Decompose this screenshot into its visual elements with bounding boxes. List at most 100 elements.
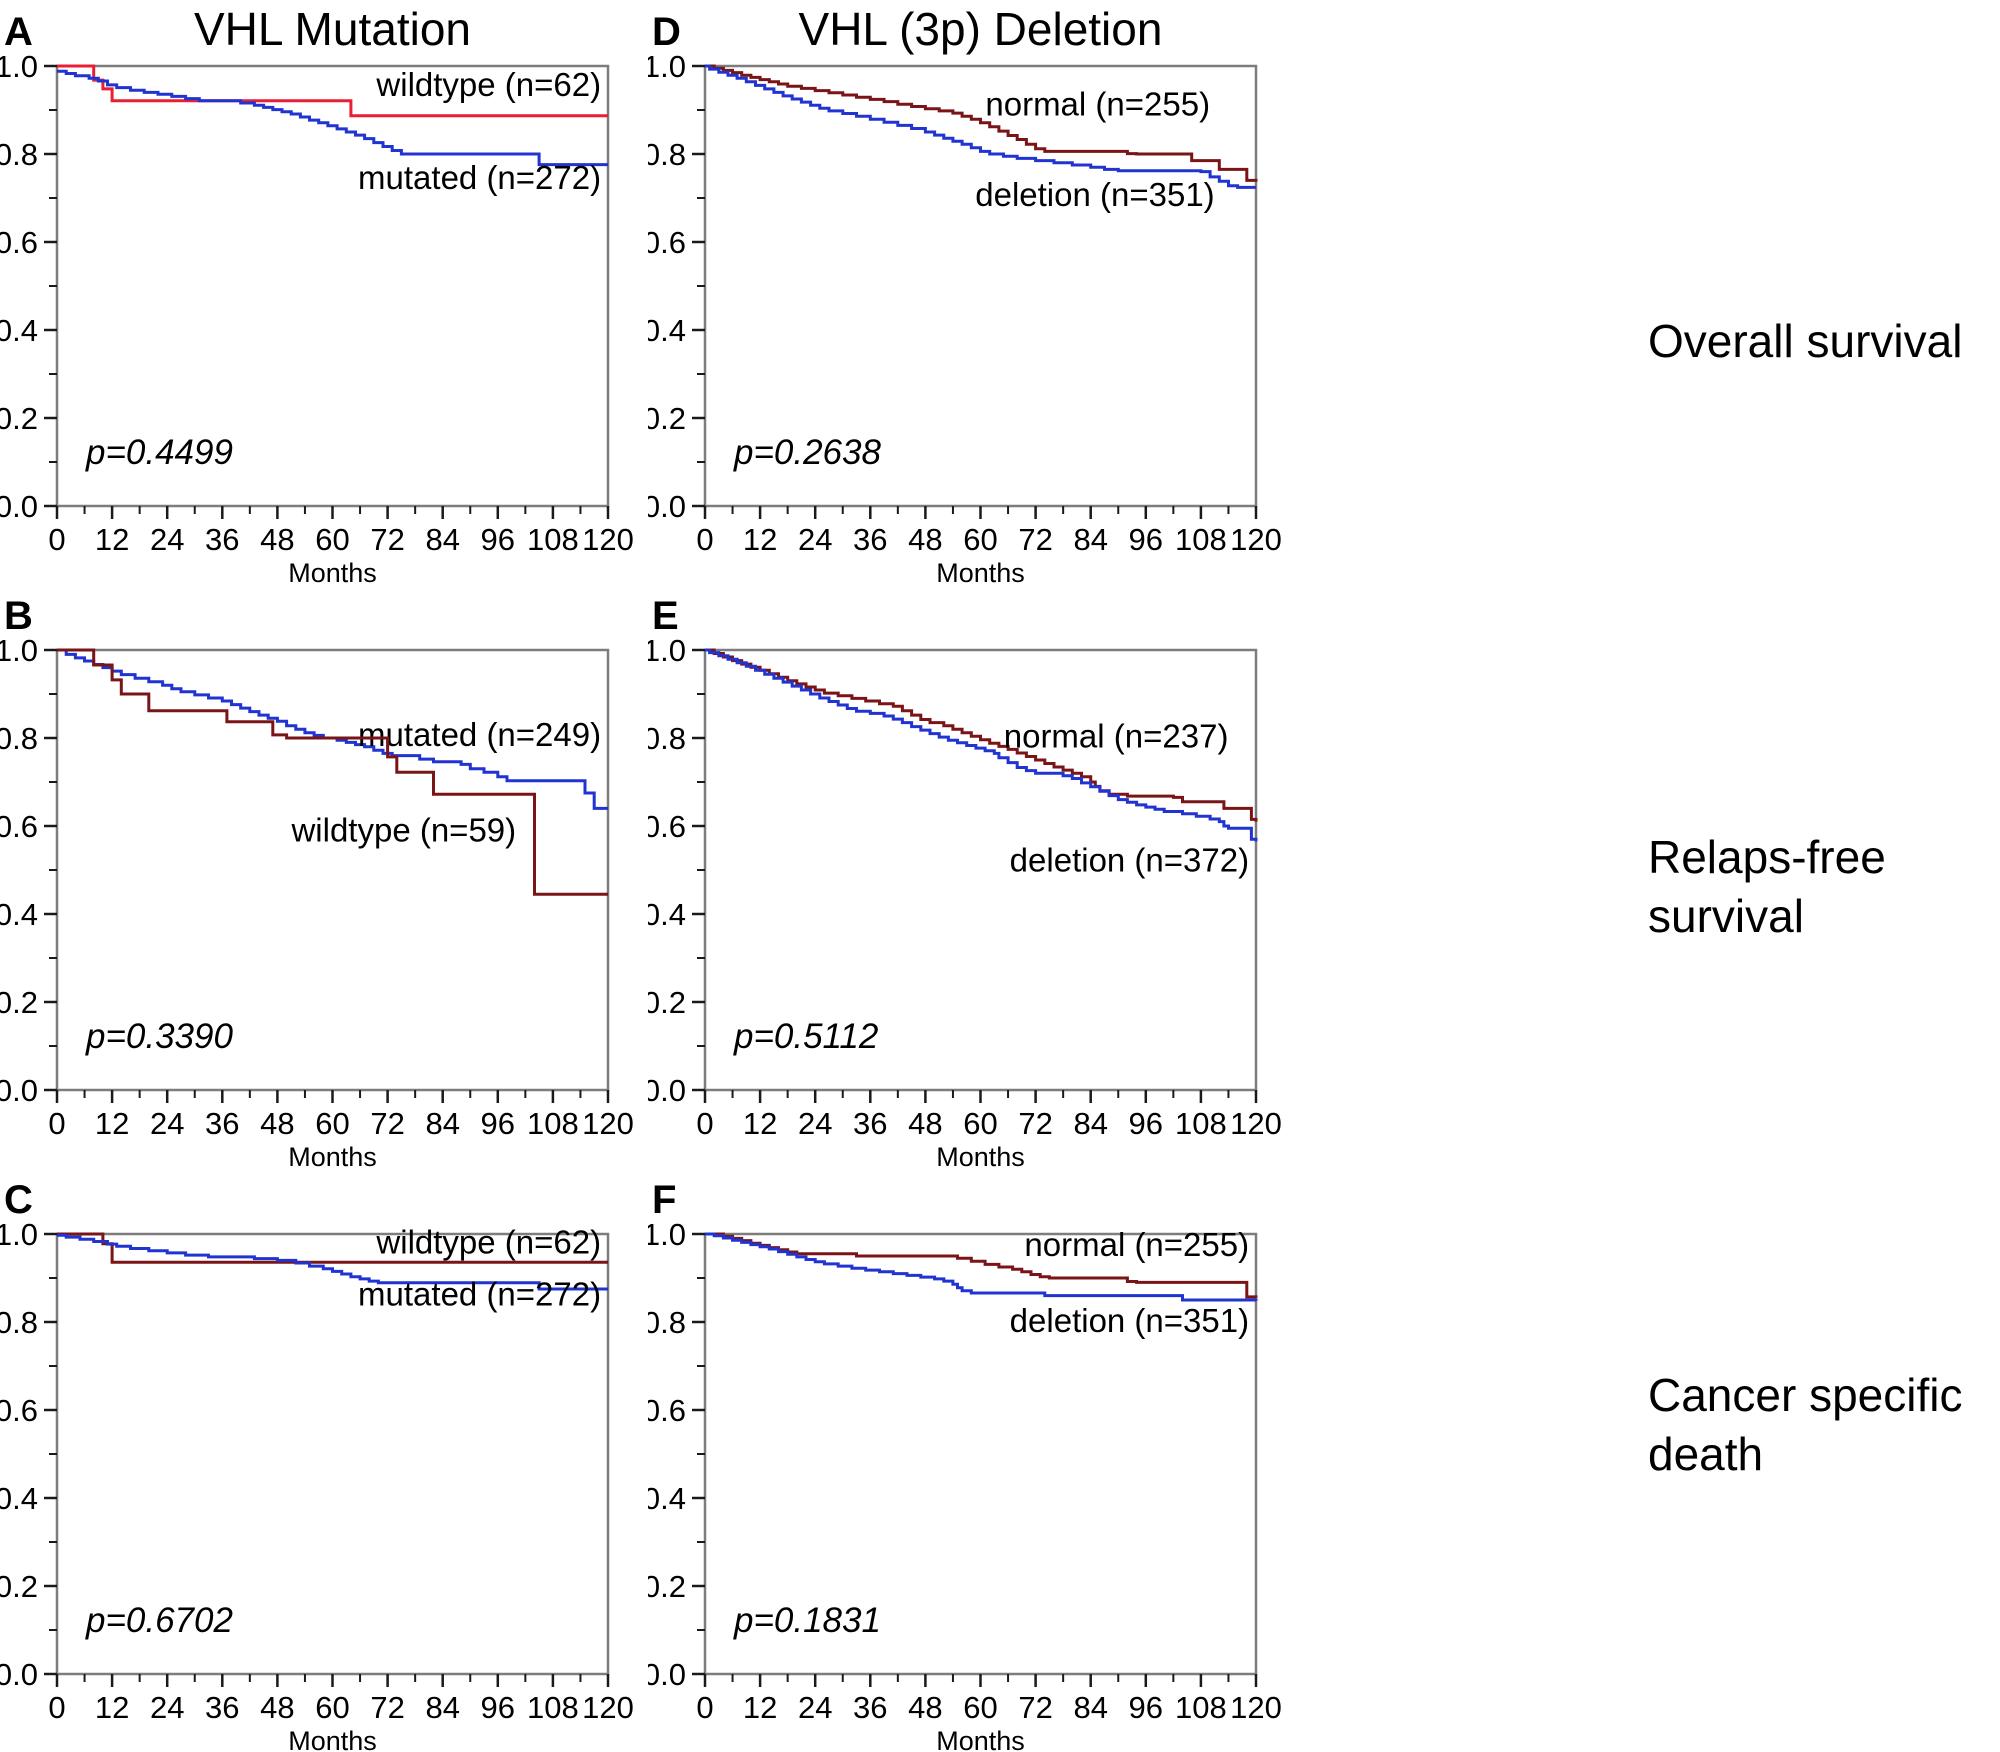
x-tick-label: 96 [1129,522,1163,557]
curve-label-deletion: deletion (n=372) [1010,841,1249,878]
x-tick-label: 72 [370,1690,404,1725]
x-tick-label: 96 [481,522,515,557]
y-tick-label: 0.6 [0,809,38,844]
x-tick-label: 60 [315,1106,349,1141]
x-tick-label: 36 [205,522,239,557]
x-tick-label: 12 [743,522,777,557]
x-tick-label: 24 [150,1690,184,1725]
y-tick-label: 0.0 [0,489,38,524]
km-curve-mutated [57,69,608,167]
y-tick-label: 0.6 [648,809,686,844]
y-tick-label: 0.6 [0,1393,38,1428]
x-tick-label: 24 [150,522,184,557]
x-tick-label: 72 [370,1106,404,1141]
km-plot-e: 0.0 0.2 0.4 0.6 0.8 1.0 0 12 24 36 48 60 72 84 96 108 12… [648,633,1282,1168]
x-tick-label: 24 [150,1106,184,1141]
row-label-cancer-specific-death: Cancer specific death [1648,1369,1963,1480]
curve-label-mutated: mutated (n=272) [358,159,601,196]
y-tick-label: 1.0 [648,633,686,668]
km-plot-d: 0.0 0.2 0.4 0.6 0.8 1.0 0 12 24 36 48 60 72 84 96 108 12… [648,49,1282,584]
panel-title-vhl-3p-deletion: VHL (3p) Deletion [798,3,1163,55]
x-tick-label: 84 [425,522,459,557]
x-tick-label: 60 [963,522,997,557]
x-tick-label: 108 [527,1106,579,1141]
p-value-label: p=0.3390 [85,1017,233,1056]
km-plot-f: 0.0 0.2 0.4 0.6 0.8 1.0 0 12 24 36 48 60 72 84 96 108 12… [648,1217,1282,1752]
x-tick-label: 120 [582,522,634,557]
x-tick-label: 60 [315,522,349,557]
x-tick-label: 24 [798,1690,832,1725]
x-tick-label: 48 [908,522,942,557]
curve-label-deletion: deletion (n=351) [975,176,1214,213]
x-tick-label: 60 [963,1106,997,1141]
x-tick-label: 108 [1175,1690,1227,1725]
x-tick-label: 120 [582,1106,634,1141]
panel-a: A VHL Mutation 0.0 0.2 0.4 0.6 0.8 1.0 0 12 24 36… [0,0,660,584]
x-tick-label: 84 [1073,522,1107,557]
x-tick-label: 24 [798,1106,832,1141]
x-tick-label: 108 [527,522,579,557]
panel-d: D VHL (3p) Deletion 0.0 0.2 0.4 0.6 0.8 1.0 0 1… [648,0,1308,584]
x-tick-label: 84 [425,1690,459,1725]
curve-label-deletion: deletion (n=351) [1010,1302,1249,1339]
x-tick-label: 96 [1129,1690,1163,1725]
y-tick-label: 0.2 [648,1569,686,1604]
x-tick-label: 48 [260,1690,294,1725]
y-tick-label: 0.6 [648,225,686,260]
x-tick-label: 72 [1018,1106,1052,1141]
y-tick-label: 1.0 [0,49,38,84]
x-tick-label: 12 [95,522,129,557]
x-tick-label: 12 [95,1690,129,1725]
p-value-label: p=0.6702 [85,1601,233,1640]
x-tick-label: 12 [95,1106,129,1141]
row-label-relapse-free-survival: Relaps-free survival [1648,831,1886,942]
x-tick-label: 36 [853,1690,887,1725]
panel-letter-b: B [4,594,33,638]
km-curve-deletion [705,648,1258,842]
km-plot-b: 0.0 0.2 0.4 0.6 0.8 1.0 0 12 24 36 48 60 72 84 96 108 12… [0,633,634,1168]
x-tick-label: 36 [853,1106,887,1141]
y-tick-label: 0.8 [648,1305,686,1340]
y-tick-label: 0.0 [648,1657,686,1692]
x-tick-label: 96 [481,1106,515,1141]
p-value-label: p=0.2638 [733,433,881,472]
y-tick-label: 0.4 [0,897,38,932]
x-axis-title: Months [936,1142,1025,1168]
x-tick-label: 96 [481,1690,515,1725]
y-tick-label: 0.4 [648,313,686,348]
p-value-label: p=0.5112 [733,1017,878,1056]
y-tick-label: 0.2 [0,1569,38,1604]
x-tick-label: 108 [1175,522,1227,557]
y-tick-label: 1.0 [0,633,38,668]
panel-letter-a: A [4,10,33,54]
p-value-label: p=0.4499 [85,433,233,472]
x-tick-label: 96 [1129,1106,1163,1141]
km-curve-deletion [705,64,1256,189]
y-tick-label: 0.4 [0,313,38,348]
x-tick-label: 12 [743,1690,777,1725]
y-tick-label: 0.4 [0,1481,38,1516]
y-tick-label: 0.6 [648,1393,686,1428]
km-curve-wildtype [57,648,608,896]
y-tick-label: 0.4 [648,1481,686,1516]
y-tick-label: 0.2 [0,401,38,436]
x-tick-label: 84 [1073,1690,1107,1725]
km-plot-a: 0.0 0.2 0.4 0.6 0.8 1.0 0 12 24 36 48 60 72 84 96 108 12… [0,49,634,584]
p-value-label: p=0.1831 [733,1601,881,1640]
km-curve-deletion [705,1232,1258,1302]
x-tick-label: 60 [315,1690,349,1725]
panel-letter-d: D [652,10,681,54]
km-plot-c: 0.0 0.2 0.4 0.6 0.8 1.0 0 12 24 36 48 60 72 84 96 108 12… [0,1217,634,1752]
x-tick-label: 0 [48,522,65,557]
x-tick-label: 72 [370,522,404,557]
x-tick-label: 36 [205,1106,239,1141]
x-tick-label: 108 [1175,1106,1227,1141]
curve-label-normal: normal (n=255) [1024,1226,1249,1263]
x-tick-label: 60 [963,1690,997,1725]
panel-f: F 0.0 0.2 0.4 0.6 0.8 1.0 0 12 24 36 48 60 72 84 96 108… [648,1168,1308,1752]
y-tick-label: 0.4 [648,897,686,932]
panel-title-vhl-mutation: VHL Mutation [194,3,471,55]
y-tick-label: 1.0 [0,1217,38,1252]
y-tick-label: 0.8 [0,1305,38,1340]
